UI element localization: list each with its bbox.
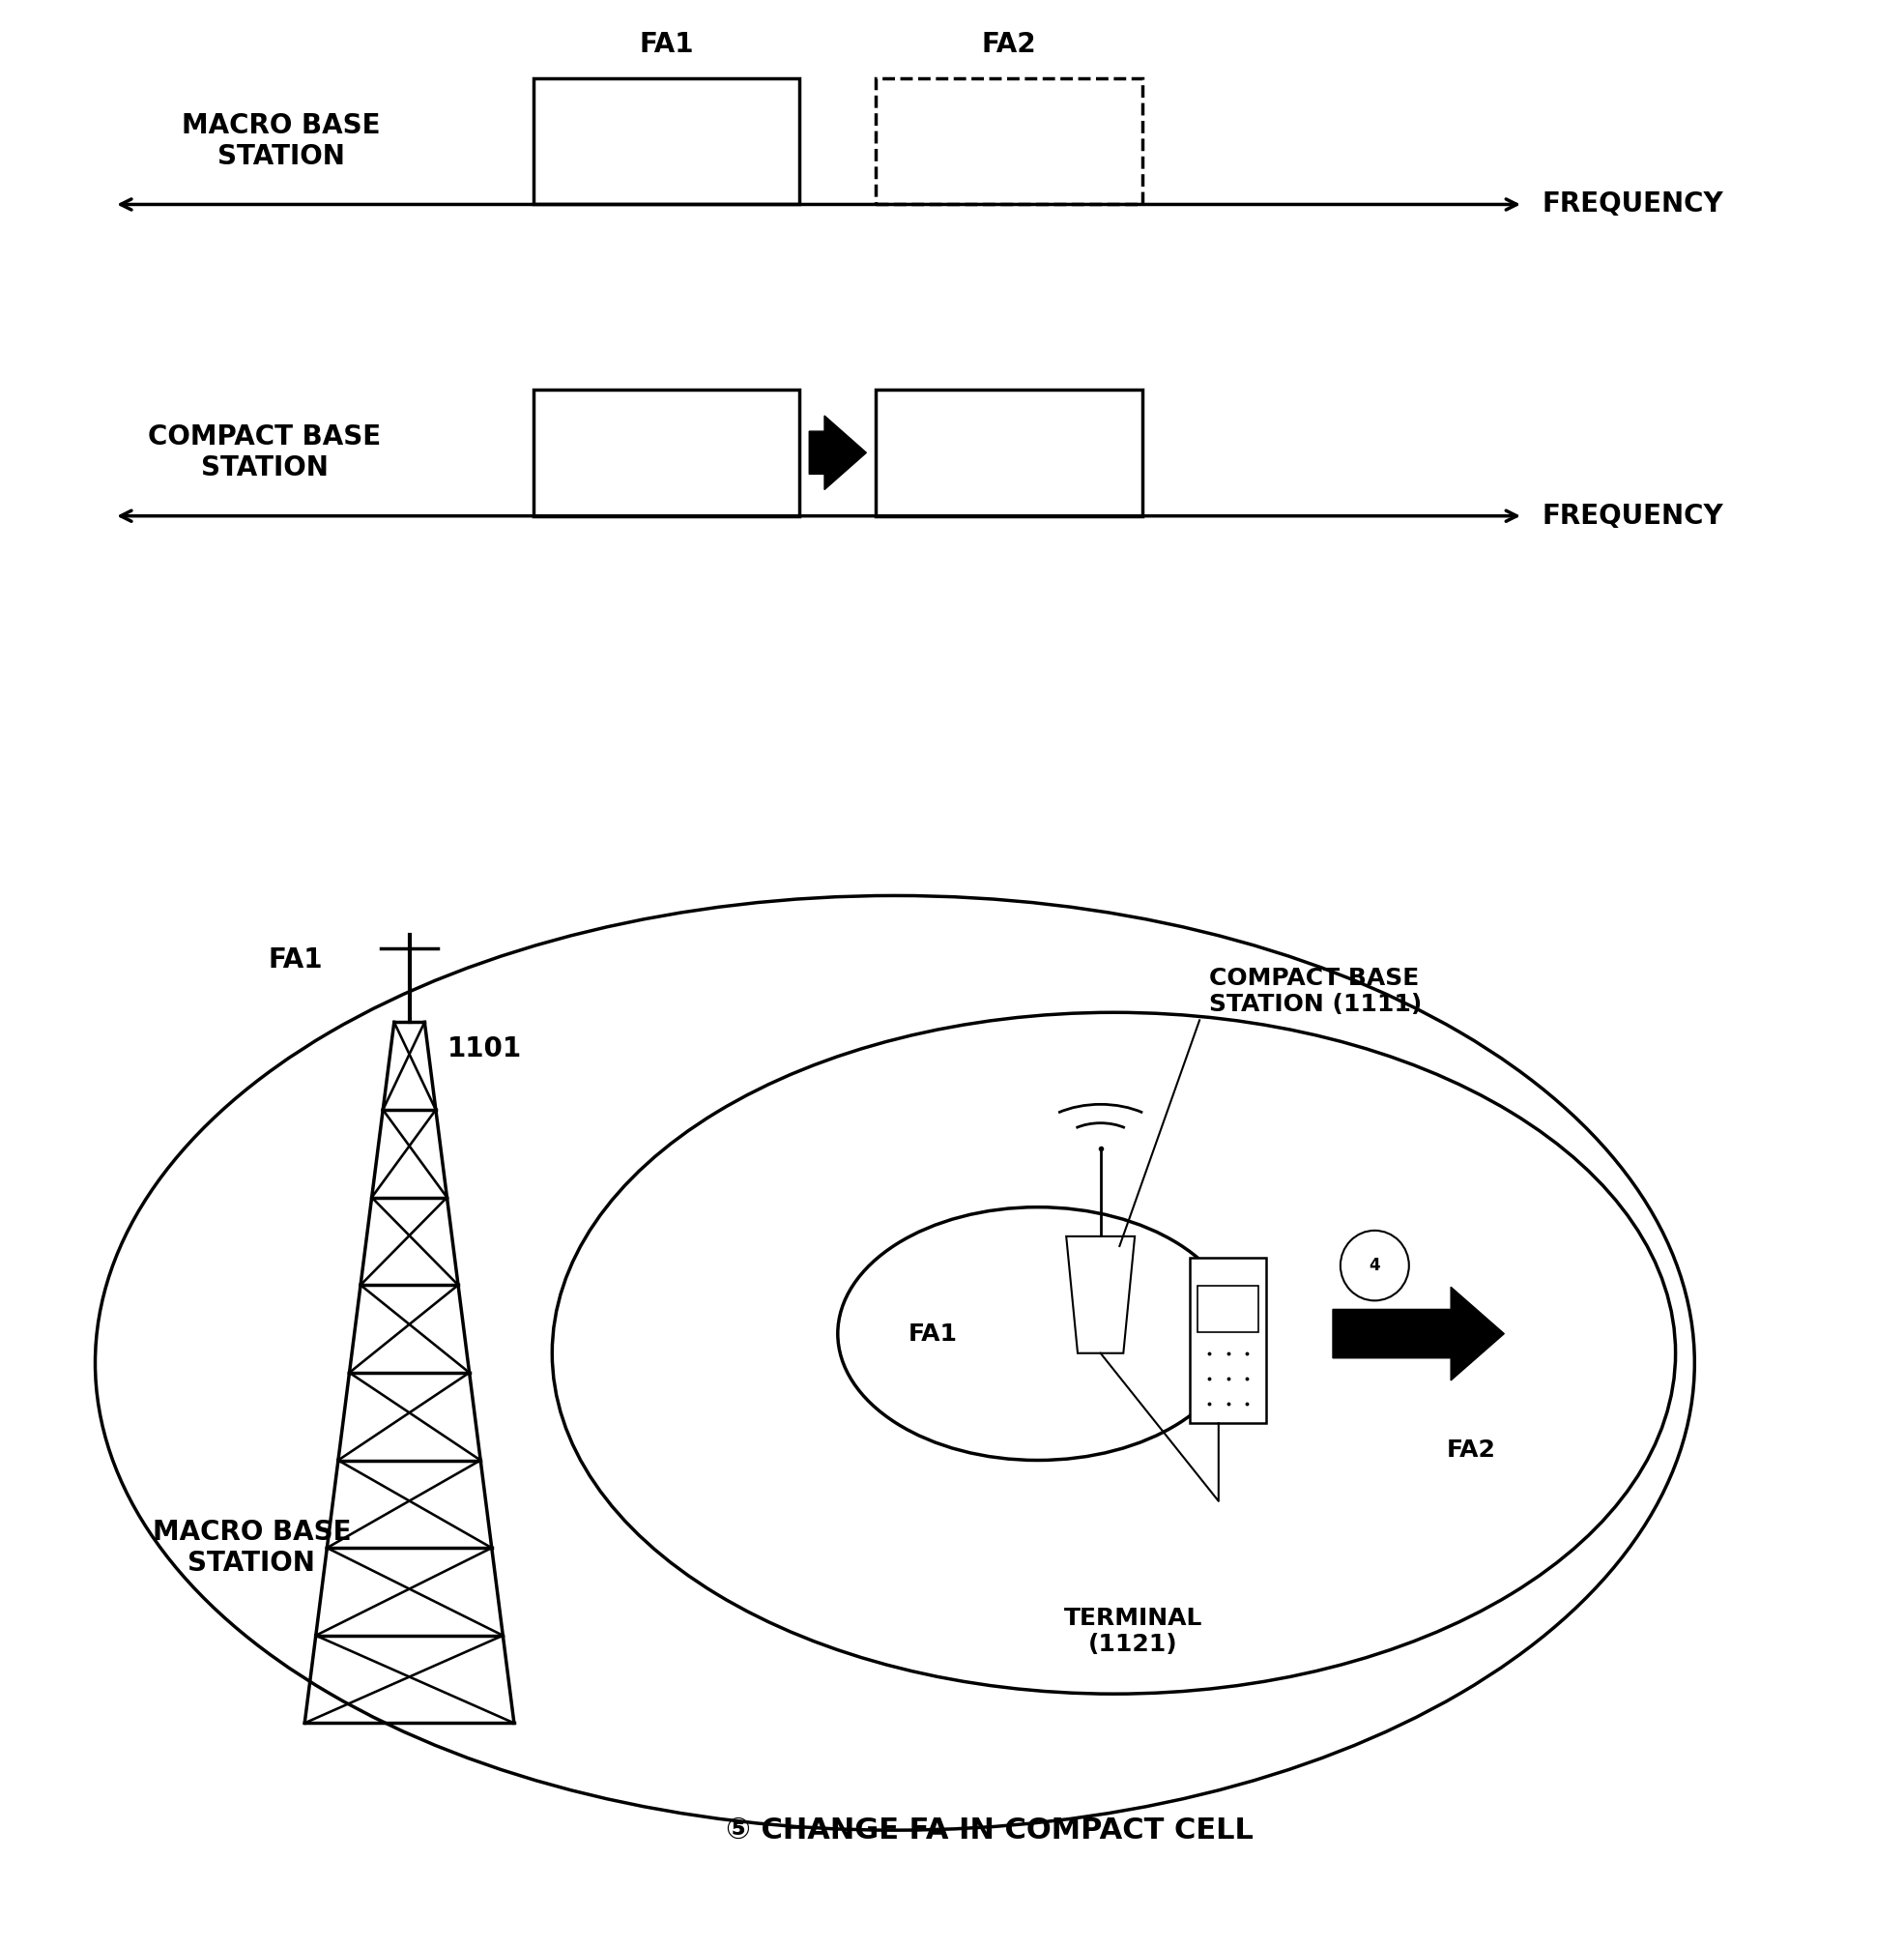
Text: 4: 4 — [1369, 1258, 1380, 1273]
Bar — [1190, 1258, 1266, 1423]
Text: TERMINAL
(1121): TERMINAL (1121) — [1064, 1606, 1201, 1657]
Ellipse shape — [95, 896, 1695, 1830]
Text: FREQUENCY: FREQUENCY — [1542, 191, 1723, 218]
Text: ⑤ CHANGE FA IN COMPACT CELL: ⑤ CHANGE FA IN COMPACT CELL — [725, 1817, 1255, 1844]
Bar — [876, 389, 1142, 516]
Text: FA1: FA1 — [268, 946, 322, 974]
Ellipse shape — [838, 1207, 1238, 1460]
Text: COMPACT BASE
STATION: COMPACT BASE STATION — [149, 424, 381, 481]
FancyArrow shape — [809, 417, 866, 491]
Ellipse shape — [552, 1012, 1676, 1694]
Text: FA2: FA2 — [982, 31, 1036, 58]
Bar — [1198, 1285, 1259, 1332]
Text: FA1: FA1 — [640, 31, 693, 58]
Text: 1101: 1101 — [447, 1036, 522, 1063]
Text: FA1: FA1 — [908, 1322, 958, 1345]
Text: COMPACT BASE
STATION (1111): COMPACT BASE STATION (1111) — [1209, 966, 1422, 1016]
Text: MACRO BASE
STATION: MACRO BASE STATION — [183, 113, 381, 169]
Text: FREQUENCY: FREQUENCY — [1542, 502, 1723, 530]
Bar — [533, 389, 800, 516]
Text: MACRO BASE
STATION: MACRO BASE STATION — [152, 1519, 350, 1577]
Bar — [876, 78, 1142, 204]
Polygon shape — [1066, 1236, 1135, 1353]
Bar — [533, 78, 800, 204]
Circle shape — [1340, 1231, 1409, 1301]
FancyArrow shape — [1333, 1287, 1504, 1380]
Text: FA2: FA2 — [1447, 1439, 1497, 1462]
